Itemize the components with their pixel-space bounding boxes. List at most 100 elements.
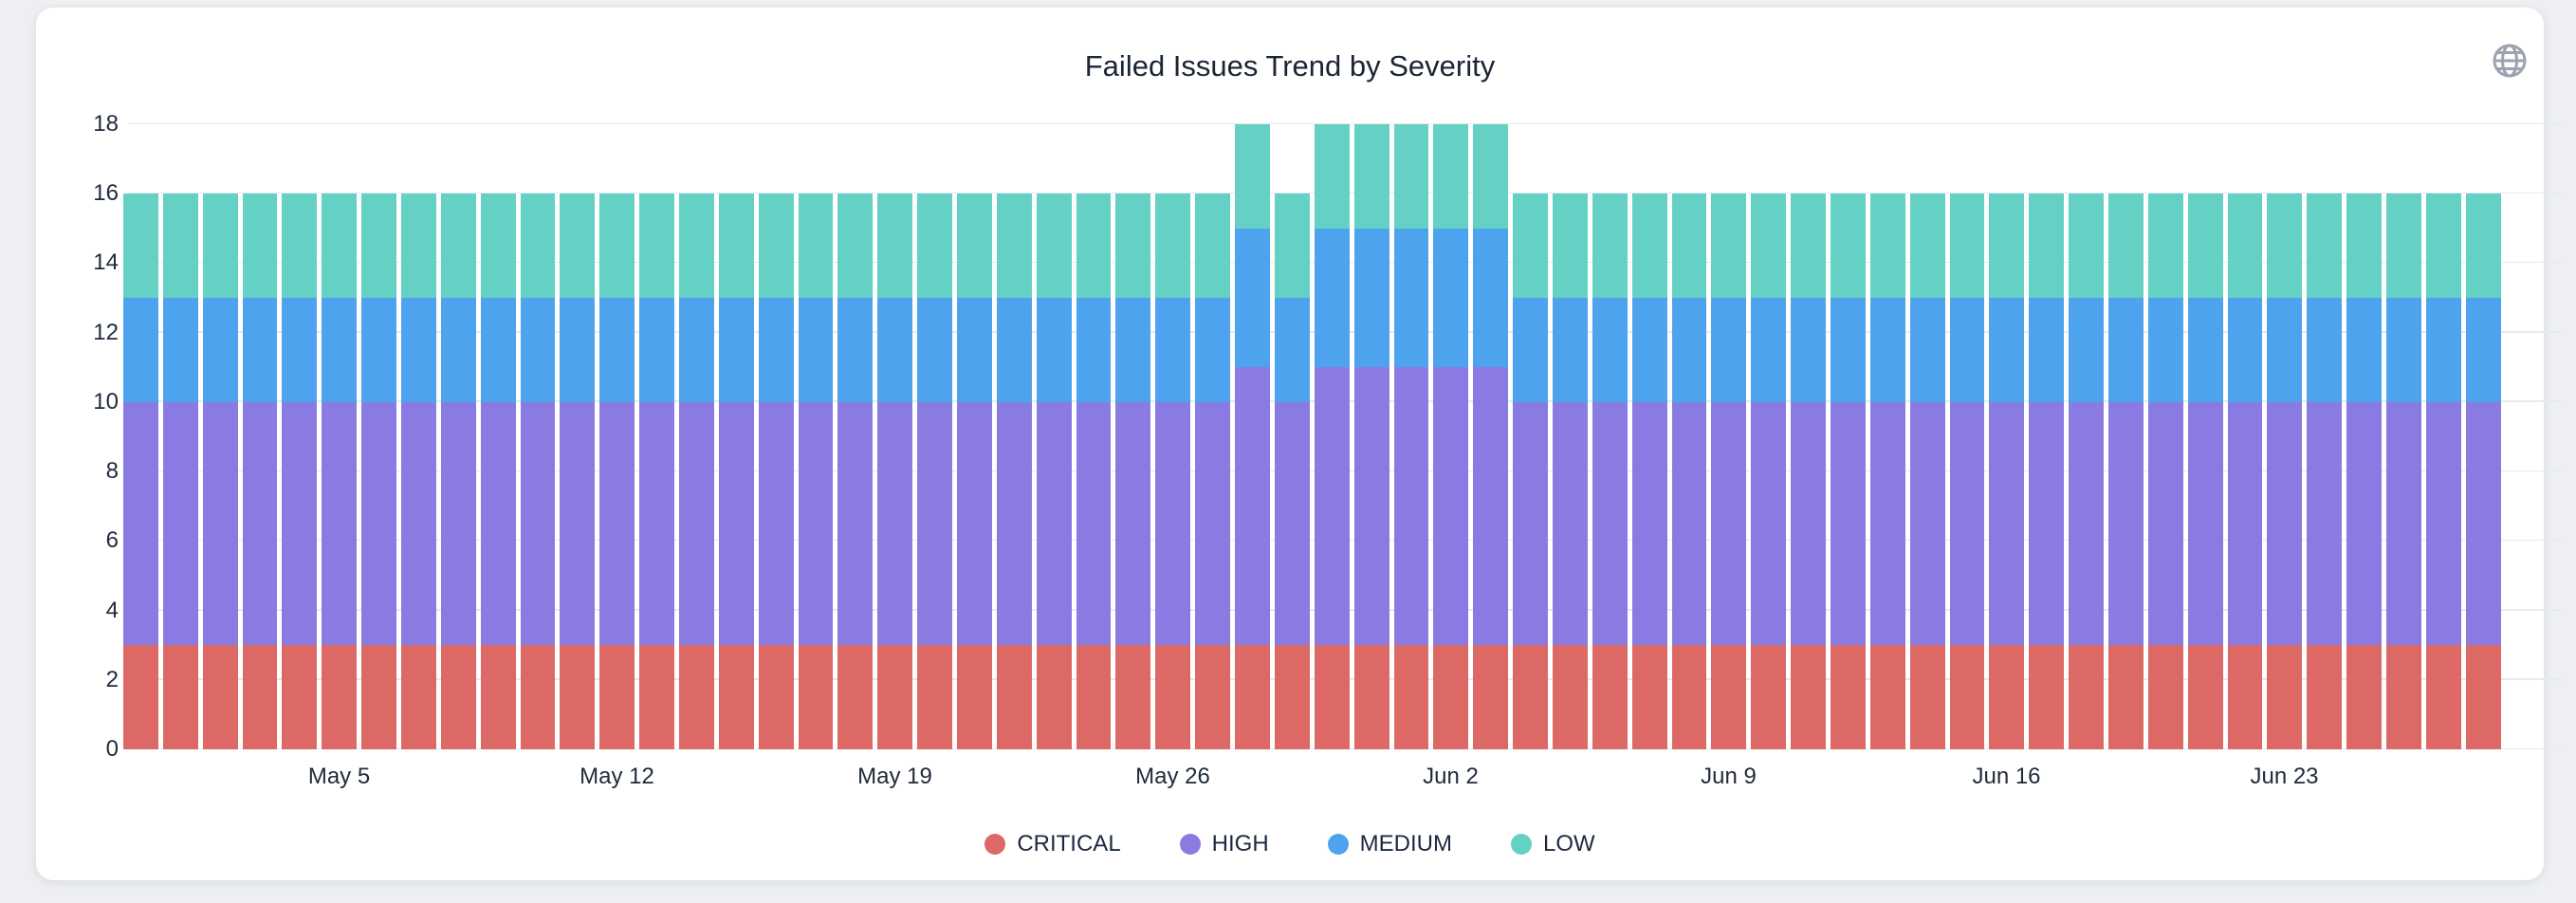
bar-segment-low[interactable] xyxy=(758,194,794,299)
bar-segment-low[interactable] xyxy=(440,194,476,299)
bar-segment-critical[interactable] xyxy=(2267,645,2303,749)
bar-segment-medium[interactable] xyxy=(2187,298,2223,402)
bar-jun-5[interactable] xyxy=(1552,124,1588,749)
bar-may-9[interactable] xyxy=(480,124,516,749)
bar-segment-medium[interactable] xyxy=(837,298,874,402)
bar-jun-20[interactable] xyxy=(2147,124,2183,749)
bar-segment-high[interactable] xyxy=(679,401,714,646)
bar-segment-low[interactable] xyxy=(639,194,675,299)
bar-segment-critical[interactable] xyxy=(2029,645,2065,749)
bar-jun-26[interactable] xyxy=(2385,124,2421,749)
bar-segment-low[interactable] xyxy=(1155,194,1191,299)
bar-segment-medium[interactable] xyxy=(1353,228,1389,368)
bar-segment-high[interactable] xyxy=(1552,401,1588,646)
bar-may-21[interactable] xyxy=(957,124,992,749)
bar-segment-high[interactable] xyxy=(996,401,1032,646)
bar-segment-low[interactable] xyxy=(1671,194,1707,299)
bar-segment-high[interactable] xyxy=(599,401,635,646)
bar-segment-medium[interactable] xyxy=(2029,298,2065,402)
bar-segment-high[interactable] xyxy=(440,401,476,646)
bar-jun-22[interactable] xyxy=(2227,124,2263,749)
bar-jun-14[interactable] xyxy=(1909,124,1945,749)
bar-segment-medium[interactable] xyxy=(2307,298,2343,402)
bar-may-3[interactable] xyxy=(242,124,278,749)
bar-segment-high[interactable] xyxy=(1869,401,1905,646)
bar-segment-medium[interactable] xyxy=(1909,298,1945,402)
bar-segment-medium[interactable] xyxy=(1393,228,1429,368)
bar-jun-28[interactable] xyxy=(2465,124,2501,749)
bar-segment-critical[interactable] xyxy=(480,645,516,749)
bar-segment-medium[interactable] xyxy=(2465,298,2501,402)
bar-segment-medium[interactable] xyxy=(2107,298,2144,402)
bar-segment-critical[interactable] xyxy=(1393,645,1429,749)
bar-segment-low[interactable] xyxy=(520,194,556,299)
bar-segment-critical[interactable] xyxy=(2107,645,2144,749)
bar-segment-high[interactable] xyxy=(1235,367,1270,646)
bar-segment-low[interactable] xyxy=(1314,124,1350,229)
bar-segment-low[interactable] xyxy=(1869,194,1905,299)
bar-apr-30[interactable] xyxy=(123,124,158,749)
bar-may-12[interactable] xyxy=(599,124,635,749)
bar-segment-low[interactable] xyxy=(480,194,516,299)
bar-segment-medium[interactable] xyxy=(440,298,476,402)
bar-jun-18[interactable] xyxy=(2069,124,2104,749)
bar-segment-medium[interactable] xyxy=(480,298,516,402)
bar-segment-critical[interactable] xyxy=(639,645,675,749)
bar-segment-low[interactable] xyxy=(2147,194,2183,299)
bar-segment-medium[interactable] xyxy=(718,298,754,402)
bar-segment-low[interactable] xyxy=(1830,194,1866,299)
bar-segment-high[interactable] xyxy=(917,401,953,646)
bar-segment-high[interactable] xyxy=(520,401,556,646)
bar-segment-high[interactable] xyxy=(2465,401,2501,646)
bar-segment-low[interactable] xyxy=(1235,124,1270,229)
bar-may-5[interactable] xyxy=(322,124,358,749)
bar-may-23[interactable] xyxy=(1036,124,1072,749)
bar-segment-low[interactable] xyxy=(1592,194,1628,299)
bar-may-13[interactable] xyxy=(639,124,675,749)
bar-may-2[interactable] xyxy=(202,124,238,749)
bar-segment-medium[interactable] xyxy=(1314,228,1350,368)
bar-segment-medium[interactable] xyxy=(1949,298,1985,402)
bar-segment-high[interactable] xyxy=(1791,401,1826,646)
bar-segment-low[interactable] xyxy=(1036,194,1072,299)
bar-segment-medium[interactable] xyxy=(322,298,358,402)
bar-may-20[interactable] xyxy=(917,124,953,749)
bar-segment-low[interactable] xyxy=(798,194,834,299)
bar-segment-critical[interactable] xyxy=(2227,645,2263,749)
bar-segment-critical[interactable] xyxy=(1353,645,1389,749)
bar-segment-critical[interactable] xyxy=(877,645,913,749)
bar-segment-medium[interactable] xyxy=(1869,298,1905,402)
bar-jun-19[interactable] xyxy=(2107,124,2144,749)
bar-segment-low[interactable] xyxy=(1076,194,1112,299)
bar-segment-medium[interactable] xyxy=(1473,228,1509,368)
bar-segment-critical[interactable] xyxy=(679,645,714,749)
bar-segment-medium[interactable] xyxy=(1711,298,1747,402)
bar-segment-medium[interactable] xyxy=(1552,298,1588,402)
bar-segment-critical[interactable] xyxy=(401,645,436,749)
bar-segment-critical[interactable] xyxy=(1552,645,1588,749)
bar-segment-low[interactable] xyxy=(2029,194,2065,299)
bar-segment-high[interactable] xyxy=(1949,401,1985,646)
bar-segment-low[interactable] xyxy=(282,194,318,299)
bar-segment-critical[interactable] xyxy=(1235,645,1270,749)
bar-segment-critical[interactable] xyxy=(1314,645,1350,749)
bar-jun-8[interactable] xyxy=(1671,124,1707,749)
bar-segment-medium[interactable] xyxy=(877,298,913,402)
bar-jun-13[interactable] xyxy=(1869,124,1905,749)
bar-segment-low[interactable] xyxy=(1552,194,1588,299)
bar-segment-high[interactable] xyxy=(2029,401,2065,646)
bar-segment-low[interactable] xyxy=(1631,194,1667,299)
bar-may-27[interactable] xyxy=(1195,124,1231,749)
bar-segment-critical[interactable] xyxy=(2385,645,2421,749)
bar-segment-medium[interactable] xyxy=(1592,298,1628,402)
bar-segment-medium[interactable] xyxy=(1631,298,1667,402)
bar-segment-low[interactable] xyxy=(1909,194,1945,299)
bar-may-11[interactable] xyxy=(560,124,596,749)
bar-jun-4[interactable] xyxy=(1513,124,1548,749)
bar-segment-medium[interactable] xyxy=(1433,228,1469,368)
bar-jun-24[interactable] xyxy=(2307,124,2343,749)
bar-segment-low[interactable] xyxy=(2107,194,2144,299)
bar-segment-critical[interactable] xyxy=(1711,645,1747,749)
bar-jun-23[interactable] xyxy=(2267,124,2303,749)
bar-may-19[interactable] xyxy=(877,124,913,749)
